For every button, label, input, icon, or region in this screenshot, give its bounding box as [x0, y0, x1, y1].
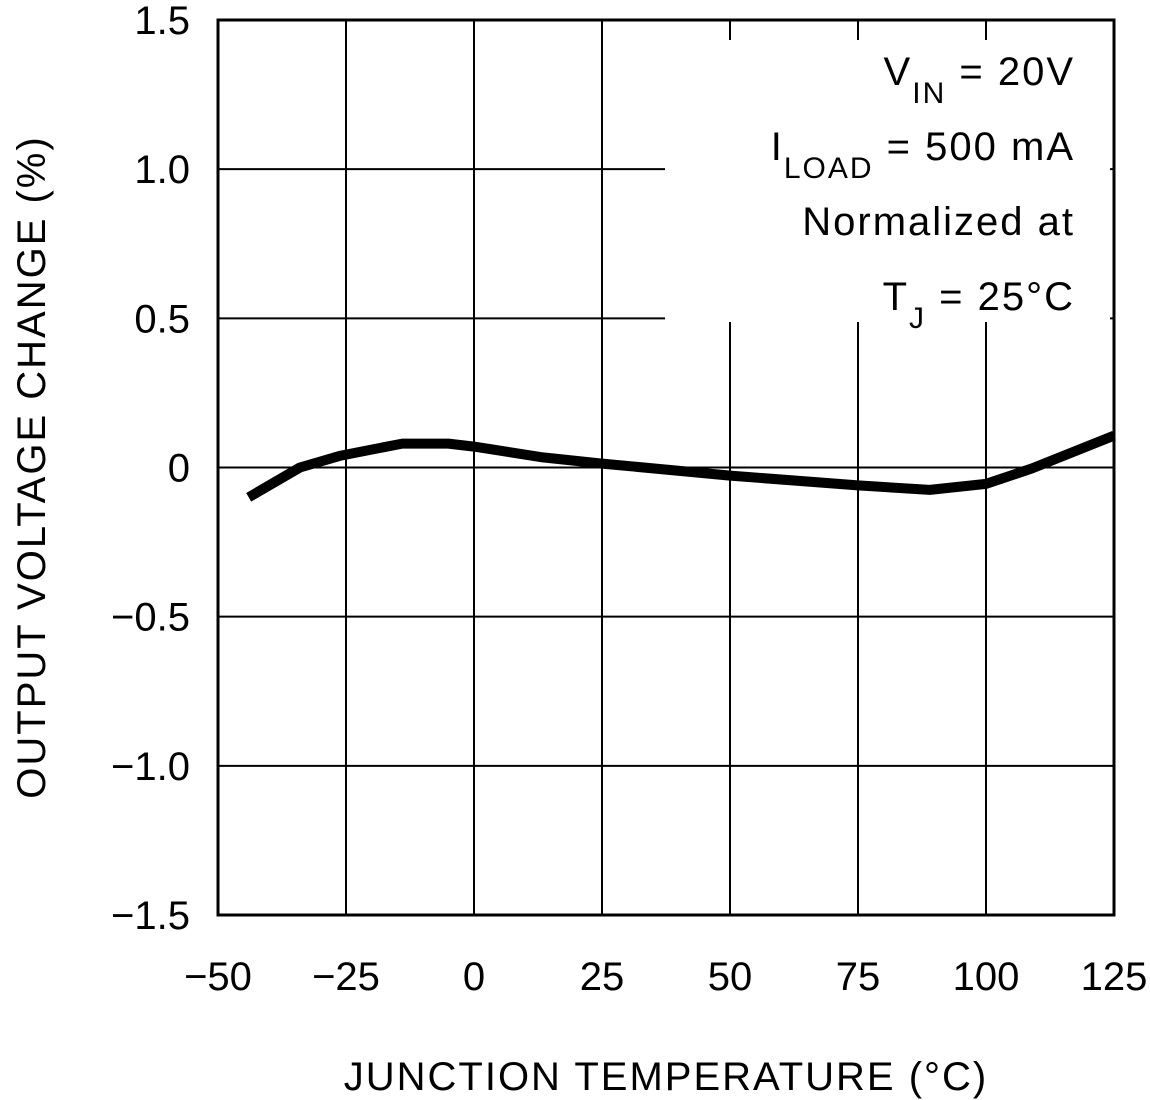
x-tick-label: −50: [184, 955, 252, 999]
annotation-line: Normalized at: [802, 200, 1075, 244]
annotation-line: TJ = 25°C: [883, 275, 1075, 335]
x-tick-label: 50: [708, 955, 753, 999]
y-axis-label: OUTPUT VOLTAGE CHANGE (%): [10, 135, 54, 798]
y-tick-label: 0: [168, 447, 190, 491]
x-axis-label: JUNCTION TEMPERATURE (°C): [344, 1055, 989, 1099]
annotation-background: [665, 40, 1110, 322]
annotation-rest: = 20V: [946, 50, 1075, 94]
annotation-main: T: [883, 275, 909, 319]
tick-labels: −50 −25 0 25 50 75 100 125 1.5 1.0 0.5 0 −0.5 −1.0 −1.…: [111, 0, 1147, 999]
plot-frame: [216, 18, 1116, 917]
y-tick-label: 1.0: [134, 148, 190, 192]
annotation-main: I: [771, 125, 784, 169]
x-tick-label: 75: [836, 955, 881, 999]
series-line: [246, 430, 1116, 502]
x-tick-label: 25: [580, 955, 625, 999]
annotation: VIN = 20V ILOAD = 500 mA Normalized at TJ =…: [771, 50, 1075, 335]
x-tick-label: 100: [953, 955, 1020, 999]
annotation-main: V: [884, 50, 913, 94]
annotation-subscript: LOAD: [784, 152, 874, 185]
x-tick-label: −25: [312, 955, 380, 999]
annotation-line: VIN = 20V: [884, 50, 1075, 110]
annotation-rest: = 25°C: [926, 275, 1075, 319]
annotation-rest: = 500 mA: [874, 125, 1075, 169]
annotation-subscript: J: [909, 302, 926, 335]
y-tick-label: 0.5: [134, 297, 190, 341]
y-tick-label: −1.5: [111, 894, 190, 938]
annotation-subscript: IN: [912, 77, 946, 110]
y-tick-label: 1.5: [134, 0, 190, 43]
y-tick-label: −0.5: [111, 596, 190, 640]
annotation-main: Normalized at: [802, 200, 1075, 244]
y-tick-label: −1.0: [111, 745, 190, 789]
x-tick-label: 125: [1081, 955, 1148, 999]
x-tick-label: 0: [463, 955, 485, 999]
annotation-line: ILOAD = 500 mA: [771, 125, 1075, 185]
